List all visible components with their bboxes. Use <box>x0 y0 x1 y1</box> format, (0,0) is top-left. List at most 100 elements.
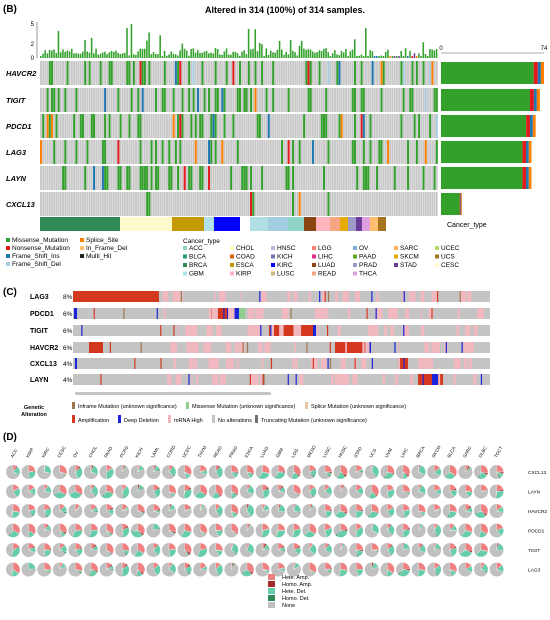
oncoprint-cell <box>252 192 254 216</box>
top-bar <box>356 56 358 58</box>
top-bar <box>217 49 219 58</box>
pie-column-label: KICH <box>134 447 144 459</box>
top-bar <box>268 55 270 58</box>
oncoprint-cell <box>436 114 438 138</box>
top-bar <box>208 53 210 58</box>
thin-alteration-mark <box>403 325 404 336</box>
panel-d-letter: (D) <box>3 432 17 443</box>
mrna-high-mark <box>296 358 298 369</box>
mrna-high-mark <box>355 291 360 302</box>
thin-alteration-mark <box>134 358 135 369</box>
mrna-high-mark <box>474 325 478 336</box>
oncoprint-cell <box>215 114 217 138</box>
top-bar <box>186 50 188 58</box>
pie-row-label: LAG3 <box>528 568 541 574</box>
mrna-high-mark <box>219 291 226 302</box>
alteration-percent-havcr2: 6% <box>63 345 73 352</box>
pie-slice <box>387 465 394 473</box>
cancer-type-segment <box>146 217 172 231</box>
mrna-high-mark <box>438 374 440 385</box>
oncoprint-cell <box>104 140 106 164</box>
pie-column-label: PRAD <box>228 445 239 459</box>
cancer-type-segment <box>214 217 240 231</box>
top-bar <box>53 49 55 58</box>
oncoprint-cell <box>436 88 438 112</box>
top-bar <box>279 41 281 58</box>
thin-alteration-mark <box>431 308 432 319</box>
thin-alteration-mark <box>325 291 326 302</box>
mrna-high-mark <box>338 325 341 336</box>
cancer-legend-label: SARC <box>400 245 418 252</box>
mrna-high-mark <box>321 308 326 319</box>
mrna-high-mark <box>326 308 328 319</box>
top-bar <box>423 42 425 58</box>
amplification-mark <box>89 342 103 353</box>
cancer-legend-label: CESC <box>441 262 459 269</box>
top-bar <box>288 54 290 58</box>
oncoprint-cell <box>226 61 228 85</box>
oncoprint-cell <box>221 88 223 112</box>
cancer-type-segment <box>340 217 348 231</box>
oncoprint-cell <box>179 114 181 138</box>
alteration-gene-layn: LAYN <box>30 377 48 384</box>
alteration-percent-cxcl13: 4% <box>63 361 73 368</box>
alteration-row-bg <box>73 308 490 319</box>
oncoprint-cell <box>182 114 184 138</box>
oncoprint-cell <box>210 114 212 138</box>
alteration-legend-swatch <box>168 415 171 423</box>
pie-column-label: BLCA <box>446 446 456 459</box>
mrna-high-mark <box>163 291 169 302</box>
pie-column-label: BRCA <box>415 445 426 458</box>
panel-c-letter: (C) <box>3 287 17 298</box>
right-bar-nonsense <box>460 193 461 215</box>
pie-slice <box>419 563 426 571</box>
cancer-legend-label: STAD <box>400 262 417 269</box>
cancer-legend-label: ACC <box>189 245 203 252</box>
oncoprint-cell <box>376 166 378 190</box>
top-bar <box>177 56 179 58</box>
pie-slice <box>278 524 285 531</box>
oncoprint-cell <box>128 166 130 190</box>
oncoprint-cell <box>411 88 413 112</box>
mrna-high-mark <box>383 374 386 385</box>
top-bar <box>219 54 221 58</box>
right-bar-frameshift <box>534 89 537 111</box>
top-bar <box>124 53 126 58</box>
oncoprint-cell <box>367 166 369 190</box>
oncoprint-cell <box>197 88 199 112</box>
oncoprint-cell <box>208 88 210 112</box>
mrna-high-mark <box>272 325 274 336</box>
top-bar <box>363 56 365 58</box>
cancer-legend-swatch <box>435 255 439 259</box>
amplification-mark <box>335 342 367 353</box>
top-bar <box>436 49 438 58</box>
oncoprint-cell <box>93 166 95 190</box>
mrna-high-mark <box>191 374 192 385</box>
oncoprint-cell <box>133 61 135 85</box>
cancer-legend-label: BLCA <box>189 254 207 261</box>
top-bar <box>292 51 294 58</box>
top-bar <box>89 53 91 58</box>
oncoprint-cell <box>173 88 175 112</box>
mrna-high-mark <box>256 308 261 319</box>
top-bar <box>409 51 411 58</box>
oncoprint-cell <box>80 114 82 138</box>
top-bar <box>78 54 80 58</box>
right-bar-nonsense <box>522 167 526 189</box>
top-bar <box>420 56 422 58</box>
thin-alteration-mark <box>269 325 270 336</box>
cancer-legend-label: LUAD <box>318 262 336 269</box>
mrna-high-mark <box>421 325 424 336</box>
mrna-high-mark <box>361 358 366 369</box>
mutation-legend-label: In_Frame_Del <box>86 245 128 252</box>
oncoprint-cell <box>208 140 210 164</box>
cancer-legend-label: LGG <box>318 245 332 252</box>
alteration-legend-swatch <box>118 415 121 423</box>
cancer-legend-label: SKCM <box>400 254 419 261</box>
thin-alteration-mark <box>290 308 291 319</box>
oncoprint-cell <box>201 114 203 138</box>
right-bar-missense <box>441 62 534 84</box>
right-bar-nonsense <box>522 141 526 163</box>
mutation-legend-swatch <box>6 262 10 266</box>
pie-column-label: ACC <box>10 447 19 458</box>
